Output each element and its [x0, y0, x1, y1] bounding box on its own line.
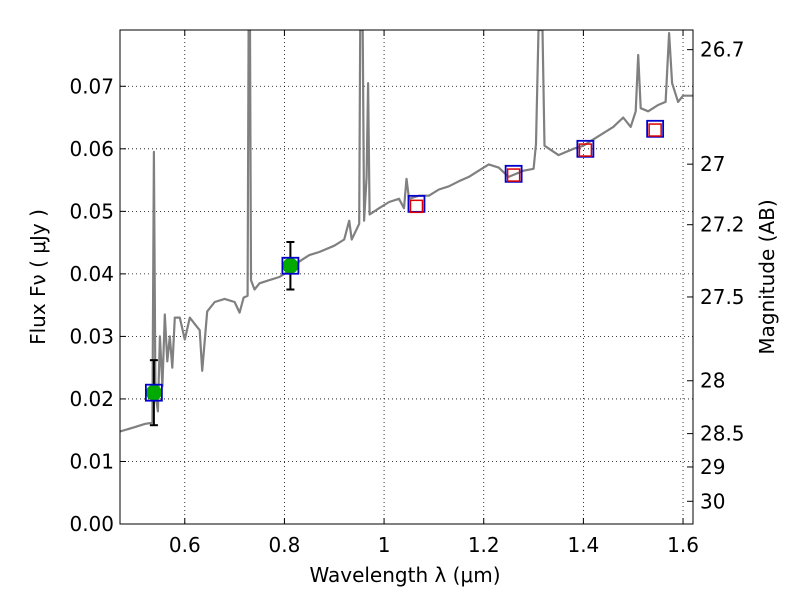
right-axis-label: Magnitude (AB) [755, 199, 779, 354]
band-marker [281, 256, 300, 275]
data-layer [120, 30, 693, 433]
plot-frame [119, 29, 694, 525]
spectrum-line [120, 30, 693, 433]
ticks: 0.6 0.8 1 1.2 1.4 1.6 0.00 0.01 0.02 0.03 0.04 0.05… [69, 30, 745, 557]
x-tick-label: 1 [378, 533, 391, 557]
y-tick-label: 0.06 [69, 137, 114, 161]
y-tick-label: 0.01 [69, 449, 114, 473]
detection-point [282, 257, 299, 274]
mag-tick-label: 28.5 [700, 422, 745, 446]
model-marker [648, 123, 662, 137]
mag-tick-label: 27 [700, 152, 725, 176]
x-tick-label: 0.6 [169, 533, 201, 557]
y-tick-label: 0.02 [69, 387, 114, 411]
mag-tick-label: 30 [700, 489, 725, 513]
model-marker [578, 143, 593, 157]
x-tick-label: 1.4 [567, 533, 599, 557]
band-marker [144, 383, 163, 402]
y-tick-label: 0.00 [69, 512, 114, 536]
model-marker [409, 199, 424, 214]
grid [120, 30, 693, 525]
y-tick-label: 0.05 [69, 199, 114, 223]
y-axis-label: Flux Fν ( μJy ) [26, 209, 50, 345]
x-tick-label: 1.2 [468, 533, 500, 557]
mag-tick-label: 29 [700, 455, 725, 479]
y-tick-label: 0.07 [69, 74, 114, 98]
x-tick-label: 1.6 [667, 533, 699, 557]
mag-tick-label: 27.5 [700, 285, 745, 309]
mag-tick-label: 26.7 [700, 38, 745, 62]
mag-tick-label: 27.2 [700, 213, 745, 237]
y-tick-label: 0.04 [69, 262, 114, 286]
mag-tick-label: 28 [700, 369, 725, 393]
model-marker [506, 168, 521, 182]
x-axis-label: Wavelength λ (μm) [309, 563, 500, 587]
detection-point [145, 384, 162, 401]
y-tick-label: 0.03 [69, 324, 114, 348]
x-tick-label: 0.8 [269, 533, 301, 557]
